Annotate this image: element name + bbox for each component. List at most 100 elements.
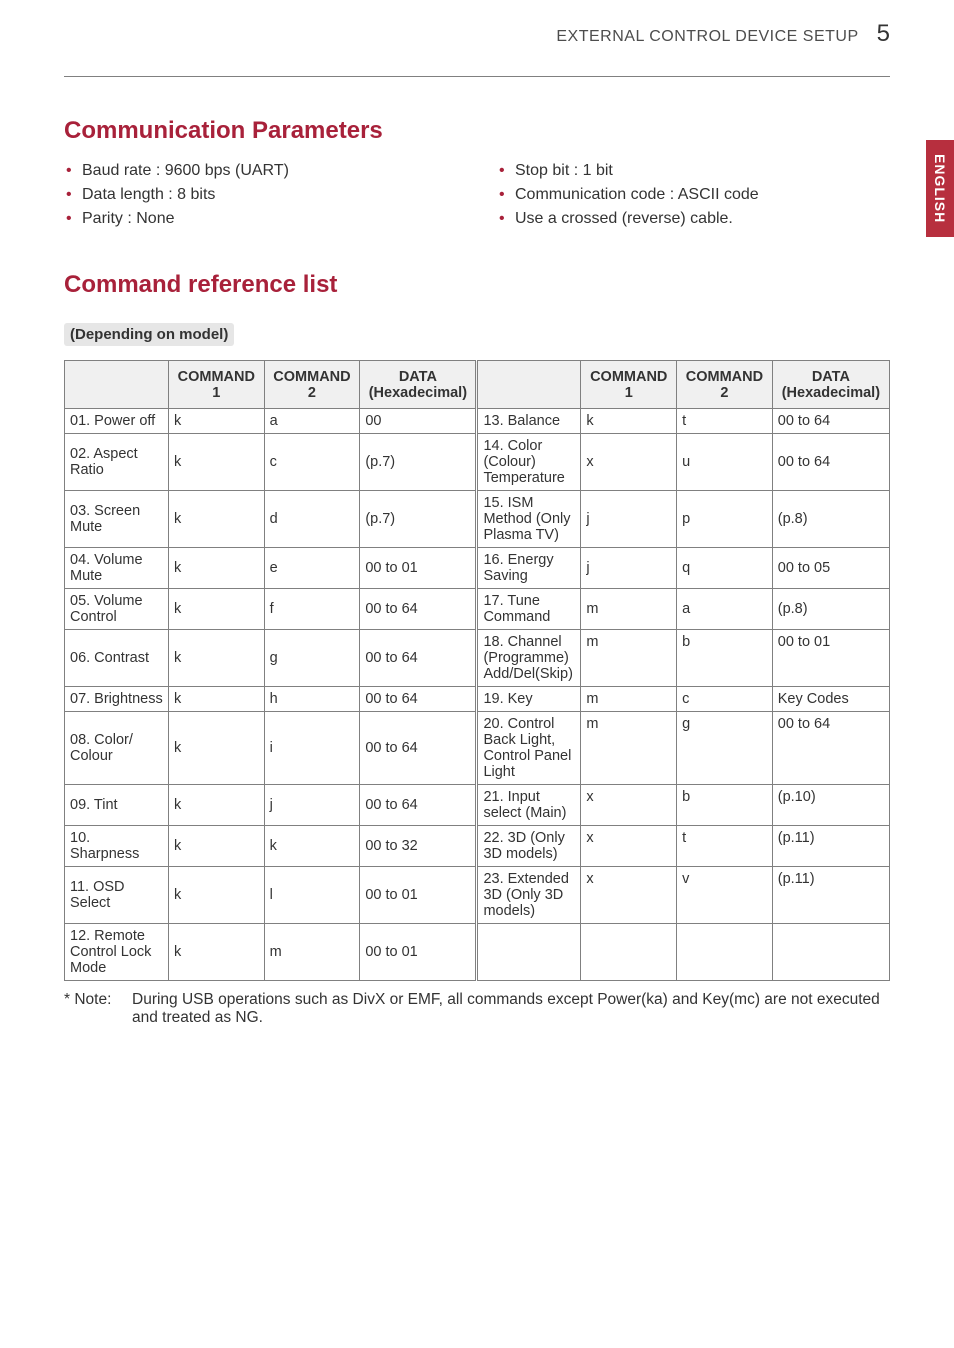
table-cell: 00 to 01 <box>360 867 477 924</box>
table-cell: 00 to 01 <box>360 548 477 589</box>
table-cell: i <box>264 712 360 785</box>
table-cell: (p.8) <box>772 491 889 548</box>
table-cell: 09. Tint <box>65 785 169 826</box>
table-cell: (p.7) <box>360 491 477 548</box>
header-title: EXTERNAL CONTROL DEVICE SETUP <box>556 28 858 46</box>
table-cell: j <box>581 491 677 548</box>
table-cell: 03. Screen Mute <box>65 491 169 548</box>
table-cell: k <box>168 409 264 434</box>
table-cell: g <box>677 712 773 785</box>
table-cell: 20. Control Back Light, Control Panel Li… <box>477 712 581 785</box>
table-cell: d <box>264 491 360 548</box>
table-cell: j <box>264 785 360 826</box>
table-cell: 00 to 64 <box>772 409 889 434</box>
table-row: 09. Tintkj00 to 6421. Input select (Main… <box>65 785 890 826</box>
table-cell: x <box>581 785 677 826</box>
page-content: EXTERNAL CONTROL DEVICE SETUP 5 Communic… <box>0 0 954 1067</box>
table-cell: g <box>264 630 360 687</box>
th-command1: COMMAND1 <box>168 361 264 409</box>
table-row: 06. Contrastkg00 to 6418. Channel (Progr… <box>65 630 890 687</box>
table-cell: 00 to 01 <box>772 630 889 687</box>
th-empty <box>65 361 169 409</box>
table-cell: 00 to 01 <box>360 924 477 981</box>
table-cell: k <box>168 712 264 785</box>
table-cell: 14. Color (Colour) Temperature <box>477 434 581 491</box>
table-cell: (p.11) <box>772 867 889 924</box>
table-cell: 07. Brightness <box>65 687 169 712</box>
table-cell: k <box>168 630 264 687</box>
table-row: 05. Volume Controlkf00 to 6417. Tune Com… <box>65 589 890 630</box>
table-cell <box>477 924 581 981</box>
table-cell: 00 to 64 <box>360 589 477 630</box>
table-cell: t <box>677 826 773 867</box>
table-cell: h <box>264 687 360 712</box>
table-row: 02. Aspect Ratiokc(p.7)14. Color (Colour… <box>65 434 890 491</box>
table-cell: q <box>677 548 773 589</box>
params-left-list: Baud rate : 9600 bps (UART) Data length … <box>64 159 457 231</box>
param-item: Baud rate : 9600 bps (UART) <box>64 159 457 183</box>
table-cell: 21. Input select (Main) <box>477 785 581 826</box>
table-cell: 00 to 64 <box>360 712 477 785</box>
table-row: 11. OSD Selectkl00 to 0123. Extended 3D … <box>65 867 890 924</box>
table-cell: k <box>168 785 264 826</box>
table-cell: 12. Remote Control Lock Mode <box>65 924 169 981</box>
table-cell: k <box>168 548 264 589</box>
table-cell: (p.8) <box>772 589 889 630</box>
table-header-row: COMMAND1 COMMAND2 DATA (Hexadecimal) COM… <box>65 361 890 409</box>
table-cell: c <box>264 434 360 491</box>
th-empty <box>477 361 581 409</box>
th-command1: COMMAND1 <box>581 361 677 409</box>
table-cell: k <box>168 589 264 630</box>
table-cell: e <box>264 548 360 589</box>
th-data: DATA (Hexadecimal) <box>360 361 477 409</box>
table-cell: 00 to 64 <box>772 434 889 491</box>
table-cell: 11. OSD Select <box>65 867 169 924</box>
page-number: 5 <box>877 20 890 48</box>
table-cell <box>581 924 677 981</box>
table-row: 03. Screen Mutekd(p.7)15. ISM Method (On… <box>65 491 890 548</box>
table-cell: 15. ISM Method (Only Plasma TV) <box>477 491 581 548</box>
table-row: 07. Brightnesskh00 to 6419. KeymcKey Cod… <box>65 687 890 712</box>
table-cell: p <box>677 491 773 548</box>
table-cell: (p.11) <box>772 826 889 867</box>
param-item: Communication code : ASCII code <box>497 183 890 207</box>
table-cell: l <box>264 867 360 924</box>
footnote-label: * Note: <box>64 991 132 1027</box>
table-row: 01. Power offka0013. Balancekt00 to 64 <box>65 409 890 434</box>
command-table: COMMAND1 COMMAND2 DATA (Hexadecimal) COM… <box>64 360 890 981</box>
table-cell: 00 to 64 <box>772 712 889 785</box>
params-right-list: Stop bit : 1 bit Communication code : AS… <box>497 159 890 231</box>
param-item: Parity : None <box>64 207 457 231</box>
th-command2: COMMAND2 <box>677 361 773 409</box>
table-cell: j <box>581 548 677 589</box>
table-cell: 10. Sharpness <box>65 826 169 867</box>
table-cell: 05. Volume Control <box>65 589 169 630</box>
table-cell: 16. Energy Saving <box>477 548 581 589</box>
table-cell: 01. Power off <box>65 409 169 434</box>
table-cell: k <box>168 867 264 924</box>
table-row: 10. Sharpnesskk00 to 3222. 3D (Only 3D m… <box>65 826 890 867</box>
table-cell: 13. Balance <box>477 409 581 434</box>
table-cell: b <box>677 630 773 687</box>
table-cell: x <box>581 826 677 867</box>
table-cell: c <box>677 687 773 712</box>
table-cell: u <box>677 434 773 491</box>
table-cell: k <box>168 434 264 491</box>
page-header: EXTERNAL CONTROL DEVICE SETUP 5 <box>556 20 890 48</box>
table-cell: 23. Extended 3D (Only 3D models) <box>477 867 581 924</box>
table-cell <box>677 924 773 981</box>
table-cell: 00 to 64 <box>360 687 477 712</box>
table-cell: m <box>581 687 677 712</box>
table-row: 12. Remote Control Lock Modekm00 to 01 <box>65 924 890 981</box>
table-cell: 00 to 32 <box>360 826 477 867</box>
table-cell: m <box>581 712 677 785</box>
footnote-text: During USB operations such as DivX or EM… <box>132 991 890 1027</box>
section-heading-comm-params: Communication Parameters <box>64 117 890 145</box>
table-cell: (p.7) <box>360 434 477 491</box>
table-cell: k <box>168 826 264 867</box>
table-cell: f <box>264 589 360 630</box>
table-cell: k <box>581 409 677 434</box>
th-command2: COMMAND2 <box>264 361 360 409</box>
table-cell: x <box>581 867 677 924</box>
table-cell: 06. Contrast <box>65 630 169 687</box>
